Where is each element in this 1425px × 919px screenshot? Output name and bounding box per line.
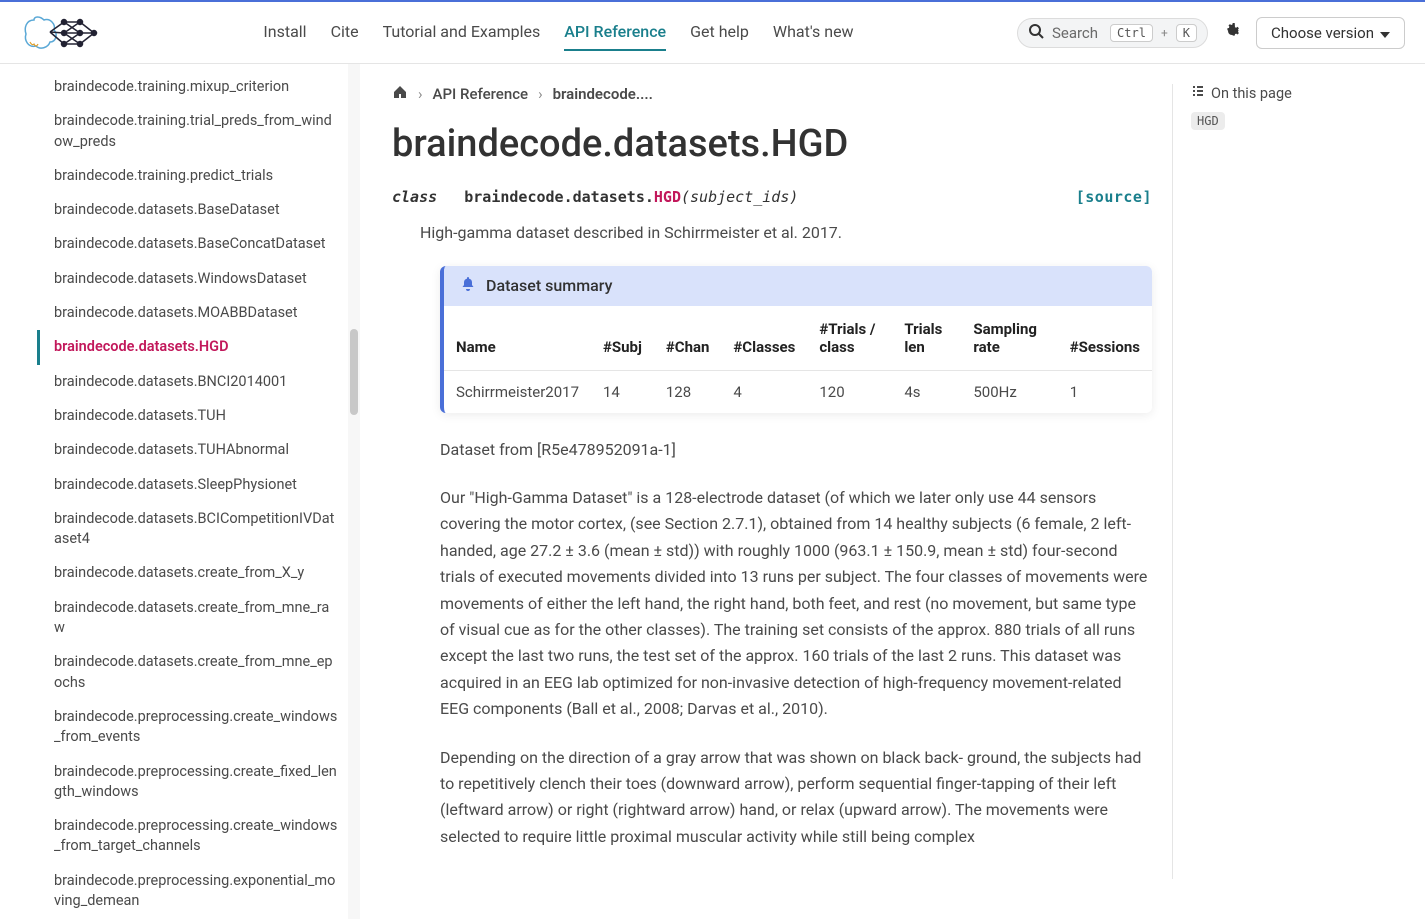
paragraph: Dataset from [R5e478952091a-1] xyxy=(440,437,1152,463)
main-nav: Install Cite Tutorial and Examples API Refe… xyxy=(263,14,853,51)
bell-icon xyxy=(460,276,476,296)
table-cell: 1 xyxy=(1058,370,1152,413)
chevron-right-icon: › xyxy=(418,85,423,103)
table-header: Name xyxy=(444,306,591,371)
table-header: Trials len xyxy=(892,306,961,371)
sidebar-item[interactable]: braindecode.datasets.BaseConcatDataset xyxy=(40,227,348,261)
sidebar-item[interactable]: braindecode.datasets.BNCI2014001 xyxy=(40,365,348,399)
nav-item[interactable]: Install xyxy=(263,14,306,51)
search-icon xyxy=(1028,23,1044,43)
short-description: High-gamma dataset described in Schirrme… xyxy=(420,220,1152,246)
table-cell: 500Hz xyxy=(961,370,1057,413)
sidebar-item[interactable]: braindecode.datasets.BCICompetitionIVDat… xyxy=(40,502,348,557)
dataset-summary-box: Dataset summary Name#Subj#Chan#Classes#T… xyxy=(440,266,1152,413)
sidebar-item[interactable]: braindecode.training.trial_preds_from_wi… xyxy=(40,104,348,159)
logo[interactable] xyxy=(20,12,100,54)
sidebar-item[interactable]: braindecode.training.mixup_criterion xyxy=(40,70,348,104)
sidebar-item[interactable]: braindecode.preprocessing.create_windows… xyxy=(40,700,348,755)
breadcrumb-item: braindecode.... xyxy=(553,85,653,103)
sidebar-item[interactable]: braindecode.preprocessing.create_fixed_l… xyxy=(40,755,348,810)
table-row: Schirrmeister20171412841204s500Hz1 xyxy=(444,370,1152,413)
sidebar-item[interactable]: braindecode.training.predict_trials xyxy=(40,159,348,193)
version-label: Choose version xyxy=(1271,24,1374,42)
sidebar-item[interactable]: braindecode.datasets.TUH xyxy=(40,399,348,433)
sidebar: braindecode.training.mixup_criterionbrai… xyxy=(0,64,360,919)
scrollbar-thumb[interactable] xyxy=(350,329,358,415)
sidebar-item[interactable]: braindecode.datasets.SleepPhysionet xyxy=(40,468,348,502)
table-header: #Sessions xyxy=(1058,306,1152,371)
sidebar-item[interactable]: braindecode.datasets.BaseDataset xyxy=(40,193,348,227)
caret-down-icon xyxy=(1380,24,1390,42)
nav-item[interactable]: API Reference xyxy=(564,14,666,51)
sidebar-item[interactable]: braindecode.datasets.WindowsDataset xyxy=(40,262,348,296)
source-link[interactable]: [source] xyxy=(1076,188,1152,206)
chevron-right-icon: › xyxy=(538,85,543,103)
breadcrumb-item[interactable]: API Reference xyxy=(433,85,529,103)
logo-area xyxy=(20,12,100,54)
table-header: #Trials / class xyxy=(807,306,892,371)
table-cell: 128 xyxy=(654,370,722,413)
sidebar-item[interactable]: braindecode.datasets.create_from_mne_raw xyxy=(40,591,348,646)
sidebar-item[interactable]: braindecode.datasets.create_from_X_y xyxy=(40,556,348,590)
gear-icon[interactable] xyxy=(1222,21,1242,45)
nav-item[interactable]: Get help xyxy=(690,14,749,51)
toc-header-text: On this page xyxy=(1211,85,1292,102)
search-button[interactable]: Search Ctrl + K xyxy=(1017,18,1208,48)
sidebar-item[interactable]: braindecode.preprocessing.exponential_mo… xyxy=(40,864,348,919)
table-cell: 4s xyxy=(892,370,961,413)
table-cell: 14 xyxy=(591,370,654,413)
class-signature: class braindecode.datasets.HGD(subject_i… xyxy=(392,188,1152,206)
breadcrumb: › API Reference › braindecode.... xyxy=(392,84,1152,104)
list-icon xyxy=(1191,84,1205,102)
sidebar-item[interactable]: braindecode.preprocessing.create_windows… xyxy=(40,809,348,864)
table-cell: 4 xyxy=(721,370,807,413)
page-title: braindecode.datasets.HGD xyxy=(392,122,1152,166)
table-header: #Chan xyxy=(654,306,722,371)
sig-classname: HGD xyxy=(654,188,681,206)
table-cell: Schirrmeister2017 xyxy=(444,370,591,413)
search-placeholder: Search xyxy=(1052,24,1098,42)
kbd-plus: + xyxy=(1161,26,1168,40)
top-nav: Install Cite Tutorial and Examples API Refe… xyxy=(0,0,1425,64)
sig-params: (subject_ids) xyxy=(681,188,798,206)
sidebar-item[interactable]: braindecode.datasets.create_from_mne_epo… xyxy=(40,645,348,700)
home-icon[interactable] xyxy=(392,84,408,104)
paragraph: Our "High-Gamma Dataset" is a 128-electr… xyxy=(440,485,1152,723)
sidebar-item[interactable]: braindecode.datasets.HGD xyxy=(37,330,348,364)
sidebar-item[interactable]: braindecode.datasets.MOABBDataset xyxy=(40,296,348,330)
nav-item[interactable]: Cite xyxy=(331,14,359,51)
sig-keyword: class xyxy=(392,188,437,206)
version-dropdown[interactable]: Choose version xyxy=(1256,17,1405,49)
admonition-title: Dataset summary xyxy=(444,266,1152,306)
table-header: Sampling rate xyxy=(961,306,1057,371)
scrollbar-track[interactable] xyxy=(348,64,360,919)
main-content: › API Reference › braindecode.... braind… xyxy=(360,64,1425,919)
table-cell: 120 xyxy=(807,370,892,413)
sidebar-item[interactable]: braindecode.datasets.TUHAbnormal xyxy=(40,433,348,467)
admonition-title-text: Dataset summary xyxy=(486,276,612,295)
nav-item[interactable]: Tutorial and Examples xyxy=(383,14,541,51)
paragraph: Depending on the direction of a gray arr… xyxy=(440,745,1152,851)
kbd-k: K xyxy=(1176,24,1197,42)
on-this-page: On this page HGD xyxy=(1172,84,1392,879)
top-right: Search Ctrl + K Choose version xyxy=(1017,17,1405,49)
sig-module: braindecode.datasets. xyxy=(464,188,654,206)
nav-item[interactable]: What's new xyxy=(773,14,854,51)
kbd-ctrl: Ctrl xyxy=(1110,24,1153,42)
summary-table: Name#Subj#Chan#Classes#Trials / classTri… xyxy=(444,306,1152,413)
table-header: #Subj xyxy=(591,306,654,371)
table-header: #Classes xyxy=(721,306,807,371)
toc-item[interactable]: HGD xyxy=(1191,112,1225,130)
